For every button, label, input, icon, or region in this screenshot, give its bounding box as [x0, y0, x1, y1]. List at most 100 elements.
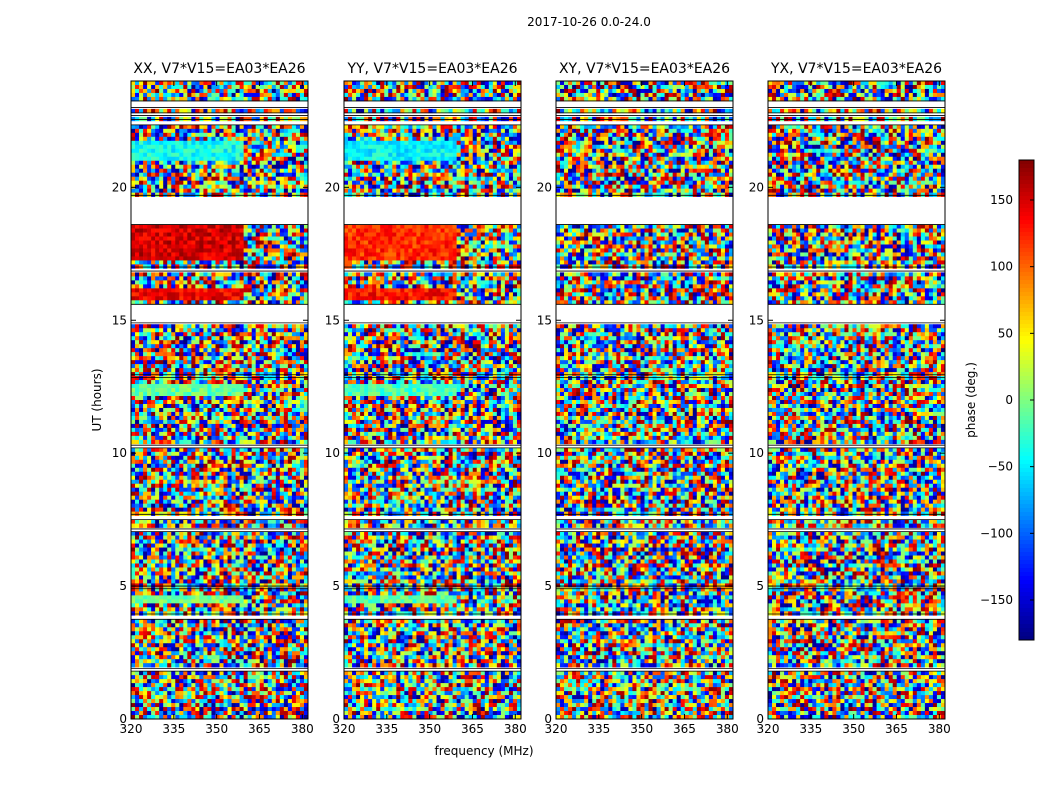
phase-cell: [303, 451, 308, 457]
phase-cell: [131, 603, 136, 608]
phase-cell: [163, 547, 168, 552]
phase-cell: [139, 547, 144, 552]
phase-cell: [199, 388, 204, 393]
phase-cell: [195, 288, 200, 293]
phase-cell: [187, 328, 192, 333]
phase-cell: [211, 132, 216, 138]
phase-cell: [235, 348, 240, 353]
phase-cell: [223, 81, 228, 86]
phase-cell: [207, 543, 212, 548]
phase-cell: [303, 607, 308, 612]
phase-cell: [287, 471, 293, 477]
phase-cell: [303, 503, 308, 508]
phase-cell: [187, 384, 192, 389]
phase-cell: [247, 491, 252, 496]
phase-cell: [147, 284, 152, 289]
phase-cell: [295, 595, 301, 600]
phase-cell: [263, 587, 269, 592]
phase-cell: [231, 284, 236, 289]
phase-cell: [135, 491, 140, 496]
phase-cell: [251, 188, 256, 193]
phase-cell: [215, 280, 220, 285]
phase-cell: [211, 555, 216, 560]
phase-cell: [175, 116, 180, 122]
phase-cell: [255, 168, 261, 174]
phase-cell: [295, 539, 301, 544]
phase-cell: [291, 467, 297, 473]
phase-cell: [227, 128, 232, 134]
phase-cell: [203, 531, 208, 536]
phase-cell: [287, 595, 293, 600]
phase-cell: [247, 519, 252, 524]
phase-cell: [163, 140, 168, 146]
phase-cell: [247, 507, 252, 512]
phase-cell: [131, 336, 136, 341]
phase-cell: [211, 336, 216, 341]
phase-cell: [295, 511, 301, 516]
phase-cell: [283, 81, 289, 86]
phase-cell: [259, 328, 265, 333]
phase-cell: [251, 248, 256, 253]
phase-cell: [151, 124, 156, 130]
phase-cell: [135, 563, 140, 568]
phase-cell: [131, 272, 136, 277]
phase-cell: [267, 288, 273, 293]
phase-cell: [211, 372, 216, 377]
phase-cell: [255, 571, 261, 576]
phase-cell: [155, 451, 160, 457]
phase-cell: [235, 603, 240, 608]
phase-cell: [131, 511, 136, 516]
phase-cell: [195, 483, 200, 489]
phase-cell: [195, 116, 200, 122]
phase-cell: [187, 587, 192, 592]
phase-cell: [131, 124, 136, 130]
phase-cell: [139, 599, 144, 604]
phase-cell: [143, 507, 148, 512]
phase-cell: [235, 352, 240, 357]
phase-cell: [143, 535, 148, 540]
phase-cell: [299, 419, 305, 425]
phase-cell: [147, 260, 152, 265]
phase-cell: [179, 499, 184, 504]
phase-cell: [235, 272, 240, 277]
phase-cell: [223, 340, 228, 345]
phase-cell: [299, 479, 305, 485]
phase-cell: [299, 284, 305, 289]
phase-cell: [299, 288, 305, 293]
phase-cell: [263, 543, 269, 548]
phase-cell: [243, 156, 248, 162]
phase-cell: [195, 503, 200, 508]
phase-cell: [271, 324, 277, 329]
phase-cell: [227, 288, 232, 293]
phase-cell: [215, 84, 220, 90]
phase-cell: [239, 256, 244, 261]
phase-cell: [199, 535, 204, 540]
phase-cell: [259, 352, 265, 357]
phase-cell: [187, 272, 192, 277]
phase-cell: [203, 407, 208, 413]
phase-cell: [135, 152, 140, 158]
phase-cell: [211, 447, 216, 453]
phase-cell: [235, 451, 240, 457]
phase-cell: [187, 124, 192, 130]
phase-cell: [215, 264, 220, 269]
phase-cell: [255, 539, 261, 544]
phase-cell: [303, 587, 308, 592]
phase-cell: [223, 511, 228, 516]
phase-cell: [215, 356, 220, 361]
phase-cell: [231, 260, 236, 265]
phase-cell: [147, 547, 152, 552]
phase-cell: [251, 463, 256, 469]
phase-cell: [175, 483, 180, 489]
phase-cell: [175, 599, 180, 604]
phase-cell: [187, 531, 192, 536]
phase-cell: [151, 435, 156, 441]
phase-cell: [195, 92, 200, 98]
phase-cell: [267, 324, 273, 329]
phase-cell: [183, 176, 188, 181]
phase-cell: [259, 451, 265, 457]
phase-cell: [239, 368, 244, 373]
phase-cell: [187, 116, 192, 122]
phase-cell: [287, 244, 293, 249]
phase-cell: [275, 368, 281, 373]
